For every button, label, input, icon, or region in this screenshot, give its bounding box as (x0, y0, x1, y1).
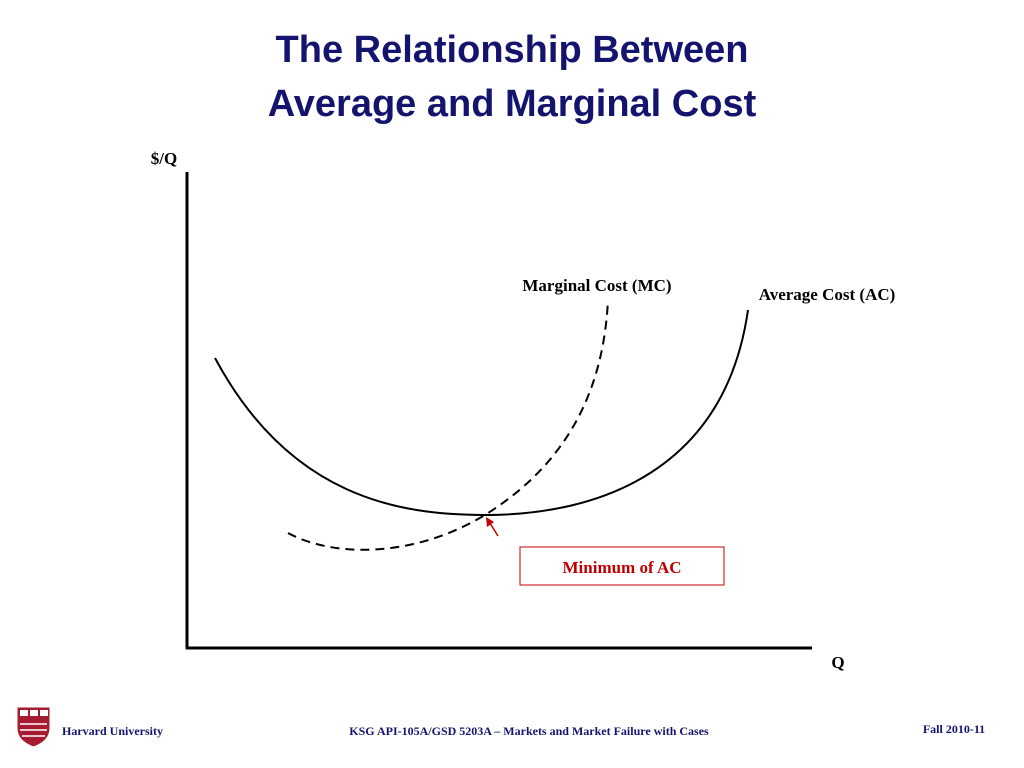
x-axis-label: Q (831, 653, 844, 672)
annotation: Minimum of AC (563, 558, 682, 577)
mc-curve (287, 299, 609, 551)
ac-curve (214, 309, 749, 517)
title-line: The Relationship Between (276, 29, 749, 71)
curve-label: Average Cost (AC) (759, 285, 896, 304)
title-line: Average and Marginal Cost (268, 83, 757, 125)
footer-course: KSG API-105A/GSD 5203A – Markets and Mar… (349, 724, 709, 738)
footer-term: Fall 2010-11 (923, 722, 985, 736)
annotation-box (519, 546, 725, 586)
arrow-head (486, 517, 494, 527)
footer-institution: Harvard University (62, 724, 163, 738)
logo (16, 706, 51, 748)
y-axis-label: $/Q (151, 149, 177, 168)
curve-label: Marginal Cost (MC) (522, 276, 671, 295)
